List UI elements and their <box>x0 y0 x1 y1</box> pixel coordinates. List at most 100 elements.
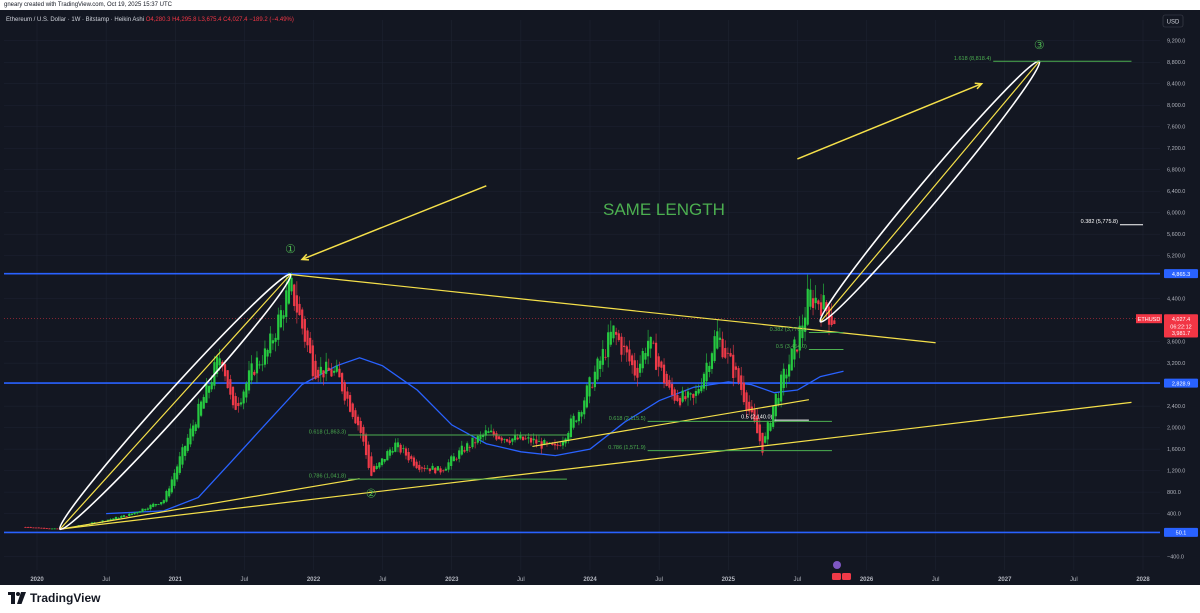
candle-body <box>745 392 748 412</box>
currency-label[interactable]: USD <box>1167 20 1180 26</box>
price-tag-label: 3,981.7 <box>1172 331 1190 337</box>
candle-body <box>410 456 413 459</box>
event-markers[interactable] <box>832 561 851 580</box>
candle-body <box>348 395 352 412</box>
price-tag[interactable] <box>1164 527 1198 537</box>
candle-body <box>364 434 368 456</box>
time-axis[interactable] <box>0 572 1163 585</box>
fib-level-label: 0.5 (3,454.0) <box>776 344 807 350</box>
candle-body <box>372 466 376 472</box>
candle-body <box>819 302 823 316</box>
candle-body <box>628 349 631 362</box>
candle-body <box>136 512 139 514</box>
candle-body <box>351 403 354 417</box>
trend-line[interactable] <box>59 401 1132 530</box>
candle-body <box>833 320 836 325</box>
dividend-icon[interactable] <box>842 573 851 580</box>
earnings-icon[interactable] <box>833 561 841 569</box>
candle-body <box>580 412 583 417</box>
candle-body <box>375 465 378 470</box>
trend-line[interactable] <box>59 274 291 530</box>
trend-line[interactable] <box>290 273 936 344</box>
candle-body <box>176 466 179 480</box>
candle-body <box>519 434 522 439</box>
candle-body <box>617 333 620 341</box>
candle-body <box>431 465 434 470</box>
candle-body <box>652 342 655 344</box>
price-chart[interactable]: Ethereum / U.S. Dollar · 1W · Bitstamp ·… <box>0 10 1200 585</box>
candle-body <box>277 314 280 340</box>
candle-body <box>50 528 54 530</box>
candle-body <box>261 364 264 366</box>
trend-line[interactable] <box>59 478 360 530</box>
price-tag[interactable] <box>1164 378 1198 388</box>
time-tick-label: 2027 <box>998 577 1012 583</box>
candle-body <box>636 367 639 378</box>
trend-line[interactable] <box>532 399 809 448</box>
candle-body <box>189 428 192 445</box>
price-axis[interactable] <box>1163 10 1200 585</box>
candle-body <box>314 360 317 379</box>
candle-body <box>734 366 737 370</box>
candle-body <box>809 289 812 307</box>
price-tag-label: 4,865.3 <box>1172 272 1190 278</box>
candle-body <box>697 388 700 394</box>
candle-body <box>356 416 360 426</box>
candle-body <box>495 433 498 440</box>
candle-body <box>426 468 429 470</box>
candle-body <box>710 353 714 369</box>
candle-body <box>202 397 205 409</box>
legend-low: L3,675.4 <box>198 17 223 23</box>
moving-average-line[interactable] <box>106 357 844 515</box>
candle-body <box>713 336 716 362</box>
candle-body <box>641 350 644 369</box>
candle-body <box>168 488 171 497</box>
candle-body <box>527 437 530 439</box>
price-tag[interactable] <box>1164 328 1198 338</box>
candle-body <box>681 390 684 402</box>
tradingview-logo[interactable]: TradingView <box>8 591 100 605</box>
arrow-line[interactable] <box>301 185 487 261</box>
candle-body <box>801 325 804 339</box>
candle-body <box>234 396 237 410</box>
price-tag[interactable] <box>1164 269 1198 279</box>
candle-body <box>612 325 615 339</box>
candle-body <box>327 367 330 371</box>
candle-body <box>588 377 591 397</box>
price-tick-label: 8,400.0 <box>1167 82 1185 88</box>
candle-body <box>396 442 400 448</box>
candle-body <box>583 400 586 415</box>
legend-high: H4,295.8 <box>172 17 198 23</box>
currency-badge[interactable] <box>1162 14 1184 28</box>
candle-body <box>721 338 724 358</box>
candle-body <box>239 402 243 405</box>
candle-body <box>455 458 458 460</box>
chart-area[interactable]: Ethereum / U.S. Dollar · 1W · Bitstamp ·… <box>0 10 1200 585</box>
time-tick-label: Jul <box>794 577 802 583</box>
candle-body <box>242 391 245 404</box>
news-icon[interactable] <box>832 573 841 580</box>
candle-body <box>545 442 549 444</box>
time-tick-label: 2021 <box>169 577 183 583</box>
trend-line[interactable] <box>819 60 1040 323</box>
ellipse-drawing[interactable] <box>52 267 299 536</box>
candle-body <box>785 374 788 379</box>
candle-body <box>338 368 341 378</box>
time-tick-label: Jul <box>517 577 525 583</box>
arrow-head <box>974 82 984 90</box>
symbol-tag[interactable] <box>1136 314 1162 324</box>
candle-body <box>737 368 740 383</box>
candle-body <box>247 370 251 391</box>
candle-body <box>633 360 636 376</box>
price-tag[interactable] <box>1164 314 1198 324</box>
price-tag[interactable] <box>1164 321 1198 331</box>
arrow-line[interactable] <box>797 83 982 160</box>
candle-body <box>492 431 495 436</box>
candle-body <box>458 450 461 459</box>
candle-body <box>258 364 261 366</box>
fib-level-label: 0.382 (5,775.8) <box>1081 219 1118 225</box>
candle-body <box>309 337 312 354</box>
candle-body <box>306 330 309 346</box>
price-tick-label: 9,200.0 <box>1167 39 1185 45</box>
candle-body <box>497 436 501 440</box>
